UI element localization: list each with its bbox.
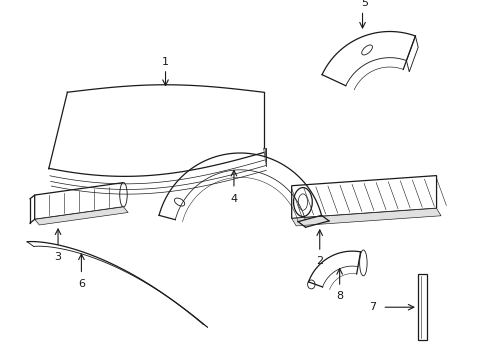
Ellipse shape: [293, 188, 312, 217]
Ellipse shape: [174, 198, 184, 206]
Text: 4: 4: [230, 194, 237, 204]
Text: 1: 1: [162, 57, 169, 67]
Text: 5: 5: [360, 0, 367, 8]
Polygon shape: [35, 207, 128, 225]
Polygon shape: [291, 176, 436, 219]
Ellipse shape: [120, 183, 127, 207]
Polygon shape: [417, 274, 427, 340]
Polygon shape: [406, 36, 417, 72]
Text: 8: 8: [335, 291, 343, 301]
Text: 2: 2: [316, 256, 323, 266]
Ellipse shape: [307, 280, 314, 289]
Polygon shape: [291, 208, 440, 226]
Text: 7: 7: [369, 302, 376, 312]
Polygon shape: [35, 183, 123, 219]
Ellipse shape: [361, 45, 372, 55]
Text: 6: 6: [78, 279, 85, 289]
Text: 3: 3: [55, 252, 61, 262]
Ellipse shape: [359, 250, 366, 276]
Ellipse shape: [298, 194, 307, 210]
